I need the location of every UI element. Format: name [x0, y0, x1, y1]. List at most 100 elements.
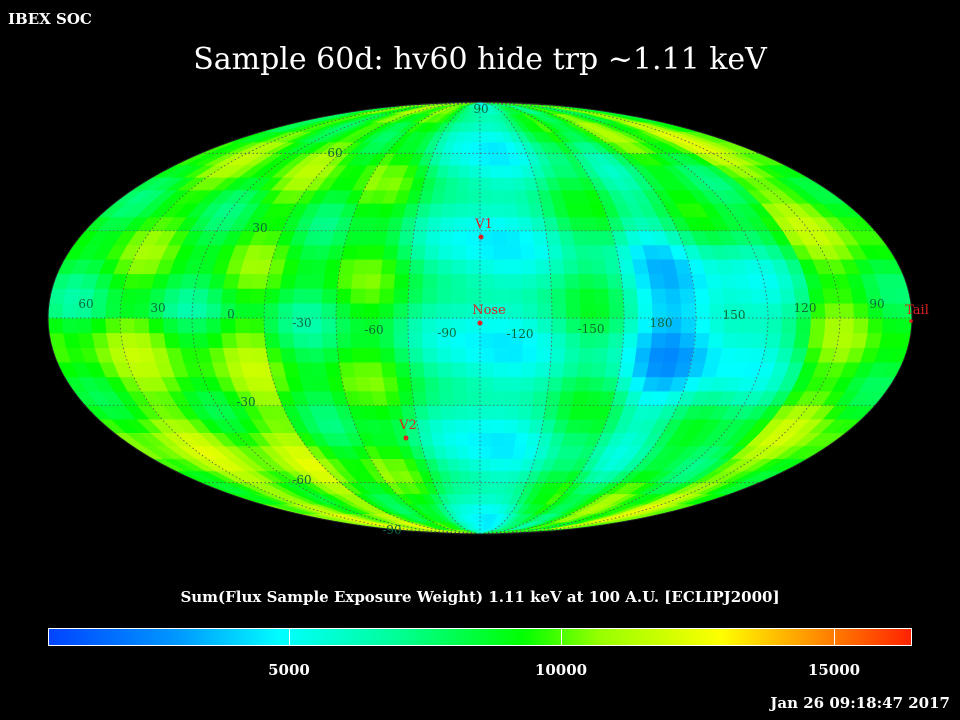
map-cell	[350, 317, 366, 334]
map-cell	[479, 131, 489, 143]
colorbar-title: Sum(Flux Sample Exposure Weight) 1.11 ke…	[180, 588, 780, 606]
map-cell	[134, 317, 150, 334]
marker-tail: Tail	[905, 303, 929, 323]
map-cell	[467, 189, 481, 204]
map-cell	[206, 317, 222, 334]
map-cell	[493, 273, 509, 289]
map-cell	[606, 347, 623, 363]
map-cell	[479, 458, 492, 472]
map-cell	[564, 347, 581, 363]
map-cell	[466, 203, 481, 218]
map-cell	[324, 258, 342, 275]
map-cell	[693, 332, 711, 348]
map-cell	[662, 273, 681, 289]
map-cell	[119, 317, 136, 334]
map-cell	[292, 332, 310, 348]
map-cell	[443, 189, 458, 204]
map-cell	[466, 230, 481, 246]
map-cell	[457, 458, 471, 472]
map-cell	[533, 376, 550, 392]
map-cell	[457, 164, 471, 178]
map-cell	[536, 347, 552, 363]
lat-label-minus30: -30	[236, 395, 255, 409]
map-cell	[451, 361, 467, 378]
map-cell	[148, 317, 165, 334]
map-cell	[76, 317, 93, 334]
map-cell	[395, 258, 412, 275]
map-cell	[565, 288, 581, 304]
map-cell	[366, 258, 384, 275]
lat-label-30: 30	[252, 221, 267, 235]
map-cell	[278, 288, 295, 304]
map-cell	[350, 288, 367, 304]
map-cell	[206, 288, 224, 304]
map-cell	[736, 332, 754, 348]
map-cell	[473, 513, 481, 523]
marker-v2: V2	[398, 418, 417, 441]
map-cell	[468, 164, 481, 178]
map-cell	[693, 288, 711, 304]
map-cell	[437, 361, 453, 378]
map-cell	[422, 302, 438, 319]
map-cell	[722, 332, 739, 348]
map-cell	[465, 347, 481, 363]
map-cell	[407, 302, 423, 319]
map-cell	[436, 302, 452, 319]
map-cell	[451, 273, 467, 289]
map-cell	[507, 258, 523, 275]
map-cell	[368, 244, 386, 260]
map-cell	[263, 302, 280, 319]
map-cell	[620, 273, 638, 289]
map-cell	[423, 361, 439, 378]
map-cell	[439, 390, 455, 406]
map-cell	[425, 230, 441, 246]
map-cell	[532, 390, 549, 406]
map-cell	[560, 244, 578, 260]
map-cell	[249, 288, 267, 304]
map-cell	[279, 273, 298, 289]
map-cell	[456, 177, 470, 191]
map-cell	[881, 317, 898, 334]
map-cell	[379, 347, 396, 363]
map-cell	[48, 317, 64, 334]
map-cell	[394, 273, 410, 289]
lat-label-90: 90	[473, 102, 488, 116]
map-cell	[590, 361, 608, 378]
map-cell	[379, 288, 395, 304]
map-cell	[537, 302, 553, 319]
map-cell	[364, 302, 380, 319]
map-cell	[422, 273, 439, 289]
map-cell	[192, 332, 210, 348]
map-cell	[48, 302, 64, 319]
map-cell	[505, 230, 521, 246]
map-cell	[438, 376, 454, 392]
map-cell	[507, 273, 524, 289]
map-cell	[492, 404, 507, 420]
map-cell	[479, 390, 494, 406]
map-cell	[634, 347, 652, 363]
map-cell	[695, 302, 711, 319]
map-cell	[452, 230, 468, 246]
map-cell	[519, 230, 535, 246]
map-cell	[466, 418, 481, 434]
map-cell	[504, 203, 519, 218]
lon-label-120: 120	[794, 301, 817, 315]
map-cell	[822, 288, 840, 304]
map-cell	[547, 376, 564, 392]
map-cell	[90, 317, 107, 334]
map-cell	[368, 376, 386, 392]
map-cell	[516, 203, 532, 218]
map-cell	[472, 503, 481, 515]
map-cell	[623, 317, 639, 334]
map-cell	[322, 273, 340, 289]
map-cell	[578, 273, 595, 289]
map-cell	[650, 332, 668, 348]
marker-v1: V1	[474, 217, 493, 240]
map-cell	[321, 302, 337, 319]
map-cell	[335, 288, 352, 304]
map-cell	[479, 445, 492, 460]
lat-label-minus90: -90	[382, 523, 401, 537]
map-cell	[548, 258, 565, 275]
map-cell	[191, 317, 208, 334]
map-cell	[489, 164, 503, 178]
